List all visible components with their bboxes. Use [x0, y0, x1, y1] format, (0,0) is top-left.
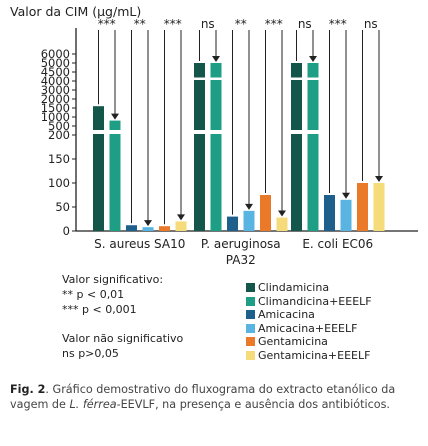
legend-item-3: Amicacina+EEELF [246, 322, 372, 336]
legend-swatch-2 [246, 310, 255, 320]
sig-arrow-0-1 [144, 220, 152, 227]
bar-0-2 [126, 225, 137, 231]
bar-2-4 [357, 183, 368, 231]
sig-arrow-2-2 [375, 176, 383, 182]
bar-1-2 [227, 216, 238, 231]
legend-item-0: Clindamicina [246, 281, 372, 295]
legend-item-4: Gentamicina [246, 335, 372, 349]
bar-1-3 [243, 210, 255, 231]
y-tick-label-3: 150 [48, 152, 70, 166]
bar-2-0 [291, 63, 302, 231]
y-tick-label-10: 4000 [41, 74, 70, 88]
category-label-0: S. aureus SA10 [94, 237, 185, 251]
sig-level-3: *** p < 0,001 [62, 303, 137, 316]
break-gap-low-2 [290, 130, 386, 134]
category-label-1-line2: PA32 [226, 253, 256, 267]
sig-label-2-0: ns [298, 17, 312, 31]
caption-label: Fig. 2 [10, 383, 46, 396]
sig-arrow-0-2 [177, 214, 185, 221]
y-tick-label-8: 2000 [41, 92, 70, 106]
figure-caption: Fig. 2. Gráfico demostrativo do fluxogra… [10, 382, 420, 412]
sig-arrow-1-1 [245, 203, 253, 210]
legend-swatch-0 [246, 283, 255, 293]
bar-0-1 [109, 120, 121, 231]
legend-swatch-3 [246, 323, 255, 333]
legend-label-1: Climandicina+EEELF [258, 294, 372, 308]
bar-1-4 [260, 195, 271, 231]
y-tick-label-4: 200 [48, 128, 70, 142]
legend-swatch-4 [246, 337, 255, 347]
sig-arrow-1-2 [278, 210, 286, 217]
sig-label-0-0: *** [98, 17, 116, 31]
legend-label-3: Amicacina+EEELF [258, 321, 358, 335]
sig-label-2-1: *** [329, 17, 347, 31]
break-gap-high-0 [92, 77, 188, 80]
y-tick-label-9: 3000 [41, 83, 70, 97]
bar-0-0 [93, 106, 104, 231]
bar-0-4 [159, 226, 170, 231]
sig-label-0-1: ** [134, 17, 146, 31]
bar-2-3 [340, 199, 352, 231]
sig-arrow-1-0 [212, 56, 220, 62]
bar-0-3 [142, 227, 154, 231]
ns-title: Valor não significativo [62, 332, 184, 345]
category-label-1: P. aeruginosa [201, 237, 281, 251]
y-tick-label-13: 6000 [41, 47, 70, 61]
bar-0-5 [175, 221, 187, 231]
legend-item-2: Amicacina [246, 308, 372, 322]
break-gap-high-2 [290, 77, 386, 80]
legend-swatch-5 [246, 350, 255, 360]
break-gap-high-1 [193, 77, 289, 80]
bar-1-5 [276, 217, 288, 231]
caption-species: L. férrea [69, 398, 117, 411]
caption-text-1: . Gráfico demostrativo do fluxograma do … [10, 383, 396, 411]
break-gap-low-0 [92, 130, 188, 134]
break-gap-low-1 [193, 130, 289, 134]
sig-arrow-2-1 [342, 192, 350, 199]
bar-1-0 [194, 63, 205, 231]
category-label-2: E. coli EC06 [302, 237, 373, 251]
legend-item-1: Climandicina+EEELF [246, 295, 372, 309]
legend-label-4: Gentamicina [258, 335, 328, 349]
y-tick-label-0: 0 [63, 224, 70, 238]
chart: 0 50 100 150 2005001000150020003000400045005… [41, 17, 418, 267]
legend-swatch-1 [246, 296, 255, 306]
y-tick-label-11: 4500 [41, 65, 70, 79]
y-tick-label-5: 500 [48, 119, 70, 133]
sig-title: Valor significativo: [62, 273, 164, 286]
sig-label-1-1: ** [235, 17, 247, 31]
sig-label-2-2: ns [364, 17, 378, 31]
bar-2-5 [373, 183, 385, 231]
y-tick-label-1: 50 [55, 200, 70, 214]
y-tick-label-2: 100 [48, 176, 70, 190]
sig-level-2: ** p < 0,01 [62, 288, 125, 301]
sig-arrow-2-0 [309, 56, 317, 62]
sig-label-0-2: *** [164, 17, 182, 31]
sig-label-1-0: ns [201, 17, 215, 31]
legend-label-5: Gentamicina+EEELF [258, 348, 371, 362]
ns-desc: ns p>0,05 [62, 347, 119, 360]
caption-text-2: -EEVLF, na presença e ausência dos antib… [116, 398, 390, 411]
sig-label-1-2: *** [265, 17, 283, 31]
y-axis-label: Valor da CIM (μg/mL) [10, 4, 142, 19]
bar-2-2 [324, 195, 335, 231]
y-tick-label-12: 5000 [41, 56, 70, 70]
legend-item-5: Gentamicina+EEELF [246, 349, 372, 363]
legend-label-0: Clindamicina [258, 281, 330, 295]
y-tick-label-6: 1000 [41, 110, 70, 124]
sig-arrow-0-0 [111, 113, 119, 120]
significance-notes: Valor significativo: ** p < 0,01 *** p <… [62, 272, 183, 375]
bar-1-1 [210, 63, 222, 231]
legend: Clindamicina Climandicina+EEELF Amicacina A… [246, 281, 372, 362]
bar-2-1 [307, 63, 319, 231]
legend-label-2: Amicacina [258, 308, 315, 322]
y-tick-label-7: 1500 [41, 101, 70, 115]
